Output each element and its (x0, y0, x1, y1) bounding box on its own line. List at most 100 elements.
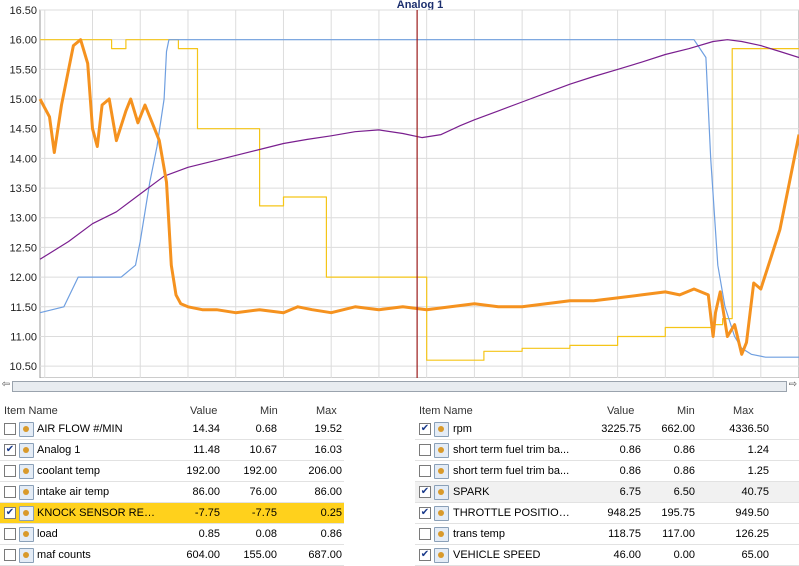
item-min: 10.67 (249, 444, 277, 456)
item-min: 195.75 (661, 507, 695, 519)
table-row[interactable]: ✔ SPARK 6.75 6.50 40.75 (415, 482, 799, 503)
row-checkbox[interactable]: ✔ (4, 444, 16, 456)
item-name: SPARK (453, 486, 490, 498)
item-value: 192.00 (186, 465, 220, 477)
series-line-orange (38, 38, 799, 356)
y-tick-label: 15.50 (9, 64, 37, 76)
row-checkbox[interactable] (419, 465, 431, 477)
item-value: 0.86 (619, 465, 641, 477)
table-row[interactable]: trans temp 118.75 117.00 126.25 (415, 524, 799, 545)
chart-scrollbar[interactable]: ⇦ ⇨ (0, 378, 799, 392)
scrollbar-track[interactable] (12, 381, 787, 392)
item-min: 0.86 (673, 465, 695, 477)
table-row[interactable]: ✔ Analog 1 11.48 10.67 16.03 (0, 440, 344, 461)
item-name: AIR FLOW #/MIN (37, 423, 123, 435)
item-max: 126.25 (735, 528, 769, 540)
right-table-header: Item Name Value Min Max (415, 404, 799, 419)
pid-icon (434, 548, 449, 563)
table-row[interactable]: ✔ KNOCK SENSOR RETA... -7.75 -7.75 0.25 (0, 503, 344, 524)
pid-icon (19, 485, 34, 500)
item-name: THROTTLE POSITION ... (453, 507, 575, 519)
y-tick-label: 16.50 (9, 5, 37, 17)
item-value: 948.25 (607, 507, 641, 519)
row-checkbox[interactable] (4, 528, 16, 540)
row-checkbox[interactable]: ✔ (419, 507, 431, 519)
row-checkbox[interactable]: ✔ (419, 423, 431, 435)
table-row[interactable]: ✔ THROTTLE POSITION ... 948.25 195.75 949.50 (415, 503, 799, 524)
header-min[interactable]: Min (677, 405, 695, 417)
row-checkbox[interactable] (4, 423, 16, 435)
item-min: 0.68 (255, 423, 277, 435)
item-value: 118.75 (608, 528, 641, 540)
item-name: maf counts (37, 549, 91, 561)
table-row[interactable]: ✔ rpm 3225.75 662.00 4336.50 (415, 419, 799, 440)
table-row[interactable]: load 0.85 0.08 0.86 (0, 524, 344, 545)
pid-icon (19, 506, 34, 521)
item-value: -7.75 (194, 507, 220, 519)
header-item-name[interactable]: Item Name (4, 405, 58, 417)
item-name: VEHICLE SPEED (453, 549, 541, 561)
chart-title: Analog 1 (397, 0, 443, 11)
item-name: short term fuel trim ba... (453, 444, 570, 456)
item-max: 86.00 (314, 486, 342, 498)
plot-area[interactable] (39, 9, 799, 379)
item-min: 6.50 (673, 486, 695, 498)
item-name: short term fuel trim ba... (453, 465, 570, 477)
y-tick-label: 11.50 (10, 302, 37, 314)
header-max[interactable]: Max (733, 405, 754, 417)
item-min: 76.00 (249, 486, 277, 498)
row-checkbox[interactable] (419, 528, 431, 540)
item-name: KNOCK SENSOR RETA... (37, 507, 159, 519)
item-name: trans temp (453, 528, 505, 540)
row-checkbox[interactable] (4, 486, 16, 498)
y-tick-label: 13.00 (9, 213, 37, 225)
left-table-header: Item Name Value Min Max (0, 404, 344, 419)
row-checkbox[interactable] (4, 549, 16, 561)
item-min: -7.75 (251, 507, 277, 519)
item-value: 86.00 (192, 486, 220, 498)
header-value[interactable]: Value (190, 405, 218, 417)
series-line-blue (39, 39, 799, 358)
series-line-purple (39, 39, 799, 260)
item-value: 6.75 (619, 486, 641, 498)
row-checkbox[interactable] (4, 465, 16, 477)
y-tick-label: 15.00 (9, 94, 37, 106)
table-row[interactable]: short term fuel trim ba... 0.86 0.86 1.24 (415, 440, 799, 461)
row-checkbox[interactable]: ✔ (419, 486, 431, 498)
pid-icon (19, 443, 34, 458)
header-min[interactable]: Min (260, 405, 278, 417)
row-checkbox[interactable]: ✔ (419, 549, 431, 561)
analog-chart[interactable]: Analog 1 16.50 16.00 15.50 15.00 14.50 14.00 13… (0, 0, 799, 393)
table-row[interactable]: short term fuel trim ba... 0.86 0.86 1.25 (415, 461, 799, 482)
header-value[interactable]: Value (607, 405, 635, 417)
scroll-left-arrow-icon[interactable]: ⇦ (1, 379, 11, 390)
item-min: 155.00 (243, 549, 277, 561)
y-tick-label: 12.50 (9, 242, 37, 254)
header-max[interactable]: Max (316, 405, 337, 417)
pid-icon (434, 422, 449, 437)
row-checkbox[interactable]: ✔ (4, 507, 16, 519)
table-row[interactable]: AIR FLOW #/MIN 14.34 0.68 19.52 (0, 419, 344, 440)
pid-icon (19, 548, 34, 563)
row-checkbox[interactable] (419, 444, 431, 456)
item-max: 19.52 (314, 423, 342, 435)
pid-icon (434, 506, 449, 521)
item-max: 16.03 (314, 444, 342, 456)
y-tick-label: 14.00 (9, 153, 37, 165)
table-row[interactable]: ✔ VEHICLE SPEED 46.00 0.00 65.00 (415, 545, 799, 566)
table-row[interactable]: maf counts 604.00 155.00 687.00 (0, 545, 344, 566)
header-item-name[interactable]: Item Name (419, 405, 473, 417)
item-max: 1.25 (747, 465, 769, 477)
pid-icon (19, 527, 34, 542)
table-row[interactable]: coolant temp 192.00 192.00 206.00 (0, 461, 344, 482)
right-parameter-table: Item Name Value Min Max ✔ rpm 3225.75 662.0… (415, 404, 799, 566)
table-row[interactable]: intake air temp 86.00 76.00 86.00 (0, 482, 344, 503)
item-max: 206.00 (308, 465, 342, 477)
chart-canvas[interactable]: Analog 1 16.50 16.00 15.50 15.00 14.50 14.00 13… (0, 0, 799, 393)
pid-icon (19, 422, 34, 437)
scroll-right-arrow-icon[interactable]: ⇨ (788, 379, 798, 390)
item-name: intake air temp (37, 486, 110, 498)
item-min: 0.86 (673, 444, 695, 456)
item-min: 192.00 (243, 465, 277, 477)
item-min: 0.08 (255, 528, 277, 540)
